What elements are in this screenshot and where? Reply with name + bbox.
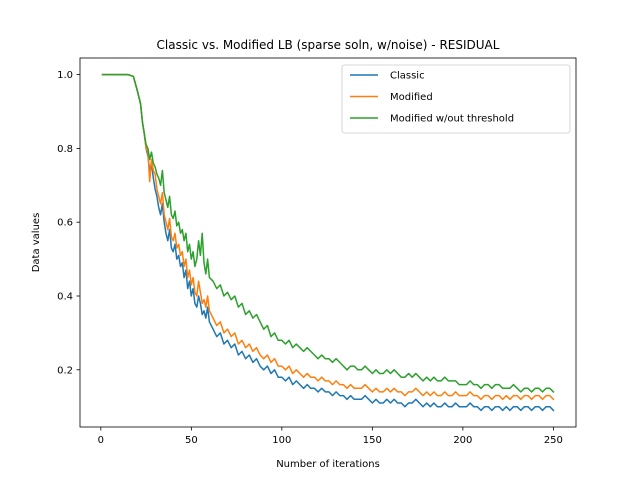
x-tick-label: 250 bbox=[544, 435, 563, 446]
series-line-1 bbox=[101, 73, 555, 401]
plot-series bbox=[101, 73, 555, 412]
legend-label-0: Classic bbox=[390, 71, 425, 82]
plot-frame bbox=[79, 57, 577, 428]
y-tick-label: 1.0 bbox=[57, 70, 73, 81]
x-axis: 0 50 100 150 200 250 bbox=[98, 427, 563, 446]
legend-label-1: Modified bbox=[390, 92, 433, 103]
y-tick-label: 0.4 bbox=[57, 292, 73, 303]
y-tick-label: 0.8 bbox=[57, 144, 73, 155]
y-axis: 0.2 0.4 0.6 0.8 1.0 bbox=[57, 70, 80, 376]
legend-box bbox=[341, 64, 571, 134]
x-tick-label: 50 bbox=[185, 435, 198, 446]
y-axis-label: Data values bbox=[31, 213, 42, 273]
x-tick-label: 100 bbox=[272, 435, 291, 446]
series-line-0 bbox=[101, 73, 555, 412]
x-tick-label: 150 bbox=[363, 435, 382, 446]
chart-title: Classic vs. Modified LB (sparse soln, w/… bbox=[157, 38, 500, 52]
x-tick-label: 0 bbox=[98, 435, 104, 446]
series-line-2 bbox=[101, 73, 555, 393]
y-tick-label: 0.6 bbox=[57, 218, 73, 229]
y-tick-label: 0.2 bbox=[57, 365, 73, 376]
x-tick-label: 200 bbox=[453, 435, 472, 446]
legend: Classic Modified Modified w/out threshold bbox=[341, 64, 571, 134]
legend-label-2: Modified w/out threshold bbox=[390, 114, 514, 125]
x-axis-label: Number of iterations bbox=[276, 459, 380, 470]
